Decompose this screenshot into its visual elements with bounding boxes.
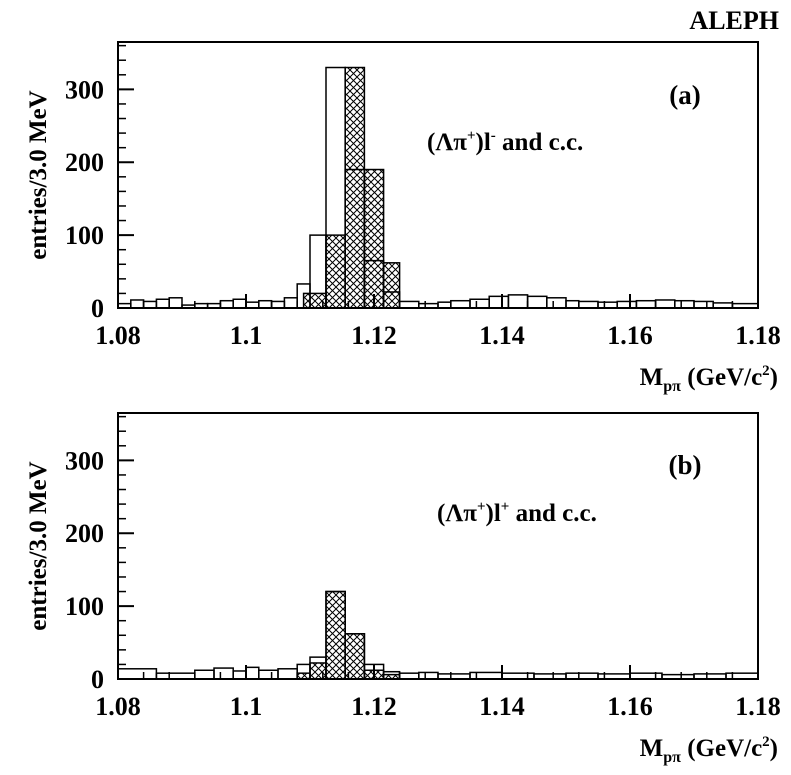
histogram-bin (283, 297, 298, 309)
histogram-bin (258, 669, 279, 680)
panel-label: (b) (669, 450, 702, 480)
histogram-bars (117, 590, 759, 680)
histogram-bin (181, 304, 196, 309)
channel-annotation: (Λπ+)l- and c.c. (427, 128, 583, 156)
histogram-bin (418, 302, 439, 309)
x-label-unit-close: ) (770, 735, 778, 762)
histogram-bin (526, 295, 548, 309)
x-label-unit-close: ) (770, 364, 778, 391)
y-tick-label: 0 (91, 665, 104, 694)
histogram-bin (674, 299, 695, 309)
histogram-bin (245, 666, 260, 680)
experiment-label: ALEPH (689, 6, 779, 35)
annotation-close: )l (476, 129, 491, 156)
y-axis-label: entries/3.0 MeV (25, 90, 52, 259)
panel-a: 1.08 1.1 1.12 1.14 1.16 1.18 0 100 200 300 (a) (Λ… (25, 41, 781, 395)
histogram-bin (469, 298, 490, 309)
x-tick-label: 1.16 (607, 321, 653, 350)
x-tick-label: 1.12 (351, 321, 397, 350)
hatched-bin (309, 662, 327, 680)
histogram-bars (117, 66, 759, 309)
axis-ticks: 1.08 1.1 1.12 1.14 1.16 1.18 0 100 200 300 (65, 415, 781, 721)
annotation-close: )l (486, 500, 501, 527)
histogram-bin (507, 294, 529, 309)
y-tick-label: 100 (65, 592, 104, 621)
x-label-unit: (GeV/c (681, 735, 762, 762)
plot-frame (117, 41, 759, 309)
annotation-lambda-pi: Λπ (445, 500, 477, 527)
annotation-tail: and c.c. (509, 500, 597, 527)
x-tick-label: 1.1 (230, 321, 263, 350)
histogram-bin (654, 299, 676, 309)
histogram-bin (130, 299, 145, 309)
x-label-main: M (640, 735, 664, 762)
hatched-bin (296, 672, 311, 680)
y-tick-label: 200 (65, 148, 104, 177)
y-tick-label: 300 (65, 75, 104, 104)
x-tick-label: 1.12 (351, 692, 397, 721)
annotation-lepton-charge: - (491, 128, 496, 144)
y-axis-label: entries/3.0 MeV (25, 461, 52, 630)
x-label-unit-sup: 2 (762, 734, 770, 750)
histogram-bin (450, 299, 471, 309)
hatched-bin (382, 262, 401, 309)
y-tick-label: 100 (65, 221, 104, 250)
histogram-bin (219, 299, 234, 309)
axis-ticks: 1.08 1.1 1.12 1.14 1.16 1.18 0 100 200 300 (65, 44, 781, 350)
x-label-unit: (GeV/c (681, 364, 762, 391)
x-label-subscript: pπ (663, 749, 681, 766)
histogram-bin (258, 299, 273, 309)
x-tick-label: 1.16 (607, 692, 653, 721)
x-label-unit-sup: 2 (762, 363, 770, 379)
histogram-bin (565, 299, 580, 309)
histogram-bin (635, 299, 657, 309)
annotation-pi-charge: + (477, 499, 486, 515)
histogram-bin (213, 667, 234, 680)
histogram-bin (661, 673, 695, 680)
hatched-bin (382, 673, 401, 680)
annotation-open: ( (437, 500, 445, 527)
panel-b: 1.08 1.1 1.12 1.14 1.16 1.18 0 100 200 300 (b) (Λ… (25, 412, 781, 766)
annotation-lambda-pi: Λπ (435, 129, 467, 156)
histogram-bin (168, 297, 183, 309)
hatched-bin (363, 168, 385, 309)
x-axis-label: Mpπ (GeV/c2) (640, 363, 778, 395)
histogram-bin (277, 668, 298, 680)
histogram-bin (206, 302, 222, 309)
panel-label: (a) (669, 80, 700, 110)
x-tick-label: 1.14 (479, 321, 525, 350)
histogram-bin (155, 298, 170, 309)
histogram-bin (232, 298, 247, 309)
hatched-bin (344, 66, 366, 309)
x-label-main: M (640, 364, 664, 391)
hatched-bin (344, 633, 366, 680)
x-tick-label: 1.18 (735, 321, 781, 350)
annotation-lepton-charge: + (501, 499, 510, 515)
x-tick-label: 1.1 (230, 692, 263, 721)
hatched-bin (325, 234, 346, 309)
histogram-bin (232, 670, 247, 680)
x-tick-label: 1.14 (479, 692, 525, 721)
channel-annotation: (Λπ+)l+ and c.c. (437, 499, 597, 527)
histogram-bin (488, 295, 510, 309)
x-tick-label: 1.08 (95, 321, 141, 350)
histogram-bin (546, 297, 567, 309)
x-tick-label: 1.08 (95, 692, 141, 721)
y-tick-label: 0 (91, 294, 104, 323)
histogram-bin (117, 668, 158, 680)
histogram-bin (194, 302, 209, 309)
hatched-bin (325, 590, 346, 680)
x-label-subscript: pπ (663, 378, 681, 395)
annotation-tail: and c.c. (496, 129, 584, 156)
y-tick-label: 300 (65, 446, 104, 475)
y-tick-label: 200 (65, 519, 104, 548)
x-axis-label: Mpπ (GeV/c2) (640, 734, 778, 766)
annotation-pi-charge: + (467, 128, 476, 144)
plot-frame (117, 412, 759, 680)
x-tick-label: 1.18 (735, 692, 781, 721)
histogram-bin (731, 302, 759, 309)
histogram-bin (194, 669, 215, 680)
annotation-open: ( (427, 129, 435, 156)
